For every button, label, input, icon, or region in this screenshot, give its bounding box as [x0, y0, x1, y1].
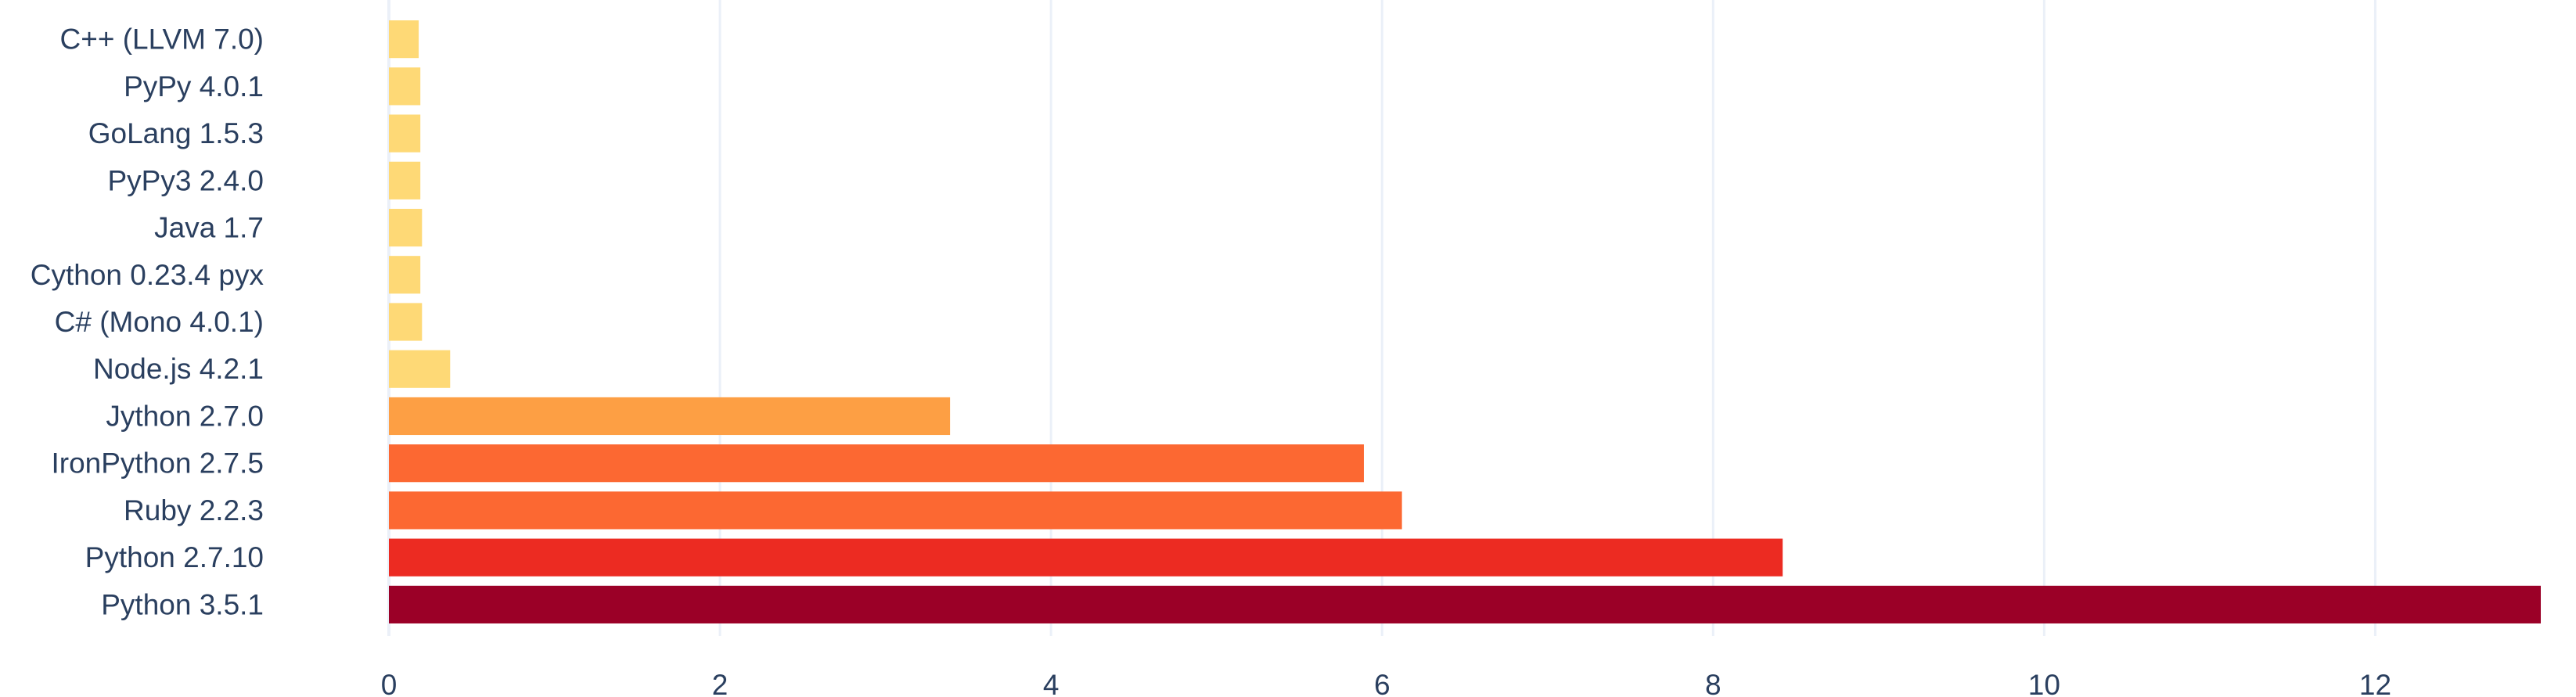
- category-label: Python 3.5.1: [101, 588, 264, 620]
- category-label: IronPython 2.7.5: [51, 447, 264, 480]
- category-label: Ruby 2.2.3: [124, 494, 264, 526]
- category-label: Cython 0.23.4 pyx: [31, 259, 264, 291]
- category-label: Jython 2.7.0: [106, 400, 264, 432]
- x-tick-label: 8: [1705, 669, 1722, 697]
- bar[interactable]: [389, 585, 2541, 623]
- bar[interactable]: [389, 350, 451, 388]
- category-label: Python 2.7.10: [85, 541, 264, 573]
- category-label: C# (Mono 4.0.1): [55, 306, 264, 338]
- bar[interactable]: [389, 114, 421, 153]
- grid-layer: [387, 0, 2376, 636]
- category-labels: C++ (LLVM 7.0) PyPy 4.0.1 GoLang 1.5.3 PyPy…: [31, 23, 264, 621]
- bar[interactable]: [389, 491, 1402, 530]
- bar[interactable]: [389, 444, 1364, 483]
- bar[interactable]: [389, 397, 951, 436]
- x-tick-label: 10: [2028, 669, 2060, 697]
- category-label: GoLang 1.5.3: [88, 117, 264, 149]
- x-tick-label: 2: [712, 669, 729, 697]
- x-tick-label: 12: [2359, 669, 2391, 697]
- category-label: PyPy3 2.4.0: [107, 164, 264, 196]
- bar[interactable]: [389, 20, 419, 59]
- x-tick-label: 0: [381, 669, 398, 697]
- bar[interactable]: [389, 256, 421, 294]
- bar[interactable]: [389, 208, 423, 247]
- category-label: Node.js 4.2.1: [93, 353, 264, 385]
- bar[interactable]: [389, 303, 423, 341]
- x-tick-labels: 0 2 4 6 8 10 12: [381, 669, 2391, 697]
- bar-layer: [389, 20, 2541, 623]
- bar[interactable]: [389, 67, 421, 106]
- x-tick-label: 4: [1043, 669, 1060, 697]
- category-label: PyPy 4.0.1: [124, 70, 264, 102]
- x-tick-label: 6: [1374, 669, 1391, 697]
- category-label: Java 1.7: [154, 212, 264, 244]
- bar[interactable]: [389, 538, 1783, 577]
- bar[interactable]: [389, 161, 421, 199]
- category-label: C++ (LLVM 7.0): [60, 23, 264, 56]
